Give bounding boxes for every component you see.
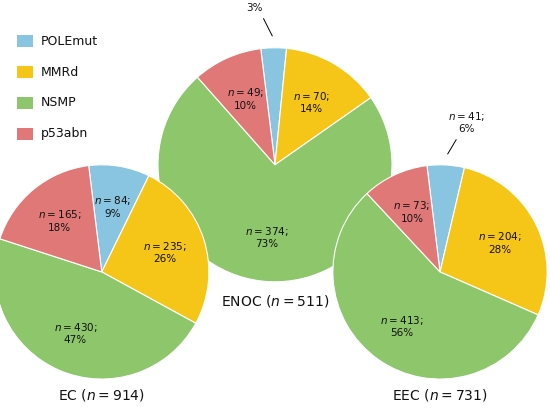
- Wedge shape: [158, 77, 392, 282]
- Wedge shape: [0, 166, 102, 272]
- Text: MMRd: MMRd: [41, 66, 80, 79]
- Text: p53abn: p53abn: [41, 127, 89, 140]
- FancyBboxPatch shape: [16, 66, 33, 78]
- Wedge shape: [367, 166, 440, 272]
- FancyBboxPatch shape: [16, 128, 33, 140]
- Text: $n$ = 374;
73%: $n$ = 374; 73%: [245, 225, 288, 249]
- FancyBboxPatch shape: [16, 35, 33, 47]
- Text: $n$ = 73;
10%: $n$ = 73; 10%: [393, 199, 431, 224]
- Wedge shape: [197, 49, 275, 165]
- Text: $n$ = 49;
10%: $n$ = 49; 10%: [227, 87, 263, 111]
- Text: $n$ = 165;
18%: $n$ = 165; 18%: [38, 208, 81, 233]
- Text: $n$ = 430;
47%: $n$ = 430; 47%: [54, 321, 97, 345]
- Text: EEC ($n$ = 731): EEC ($n$ = 731): [392, 387, 488, 403]
- Wedge shape: [275, 48, 371, 165]
- Text: $n$ = 18;
3%: $n$ = 18; 3%: [236, 0, 273, 36]
- Text: POLEmut: POLEmut: [41, 35, 98, 48]
- Text: ENOC ($n$ = 511): ENOC ($n$ = 511): [221, 293, 329, 309]
- Text: $n$ = 84;
9%: $n$ = 84; 9%: [94, 194, 131, 219]
- Wedge shape: [261, 48, 287, 165]
- Text: $n$ = 204;
28%: $n$ = 204; 28%: [477, 230, 521, 255]
- Text: $n$ = 70;
14%: $n$ = 70; 14%: [293, 90, 330, 115]
- Wedge shape: [427, 165, 464, 272]
- Wedge shape: [333, 194, 538, 379]
- Text: $n$ = 41;
6%: $n$ = 41; 6%: [448, 110, 485, 154]
- Text: EC ($n$ = 914): EC ($n$ = 914): [58, 387, 145, 403]
- Text: NSMP: NSMP: [41, 96, 77, 110]
- Text: $n$ = 413;
56%: $n$ = 413; 56%: [380, 314, 424, 338]
- Wedge shape: [0, 239, 196, 379]
- Wedge shape: [102, 176, 209, 323]
- Wedge shape: [440, 168, 547, 315]
- Wedge shape: [89, 165, 149, 272]
- FancyBboxPatch shape: [16, 97, 33, 109]
- Text: $n$ = 235;
26%: $n$ = 235; 26%: [143, 239, 187, 264]
